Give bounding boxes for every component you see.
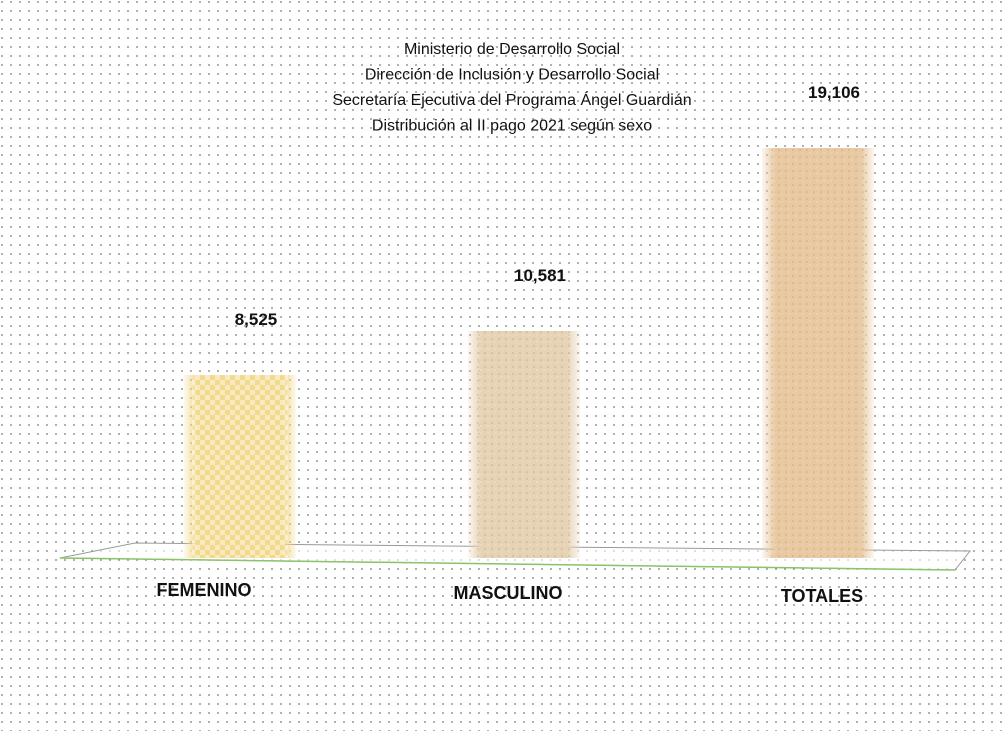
bar-texture (476, 330, 572, 558)
chart-title: Dirección de Inclusión y Desarrollo Soci… (365, 67, 659, 84)
chart-title: Secretaría Ejecutiva del Programa Ángel … (332, 90, 691, 109)
value-label: 19,106 (808, 83, 860, 102)
x-tick-label: MASCULINO (454, 583, 563, 603)
floor-edge (59, 557, 956, 571)
x-tick-label: TOTALES (781, 586, 863, 606)
chart-title: Ministerio de Desarrollo Social (404, 41, 620, 58)
chart-title: Distribución al II pago 2021 según sexo (372, 118, 652, 135)
bar-texture (192, 375, 288, 558)
value-label: 10,581 (514, 266, 566, 285)
value-label: 8,525 (235, 310, 278, 329)
bar-texture (770, 148, 866, 558)
x-tick-label: FEMENINO (156, 580, 251, 600)
